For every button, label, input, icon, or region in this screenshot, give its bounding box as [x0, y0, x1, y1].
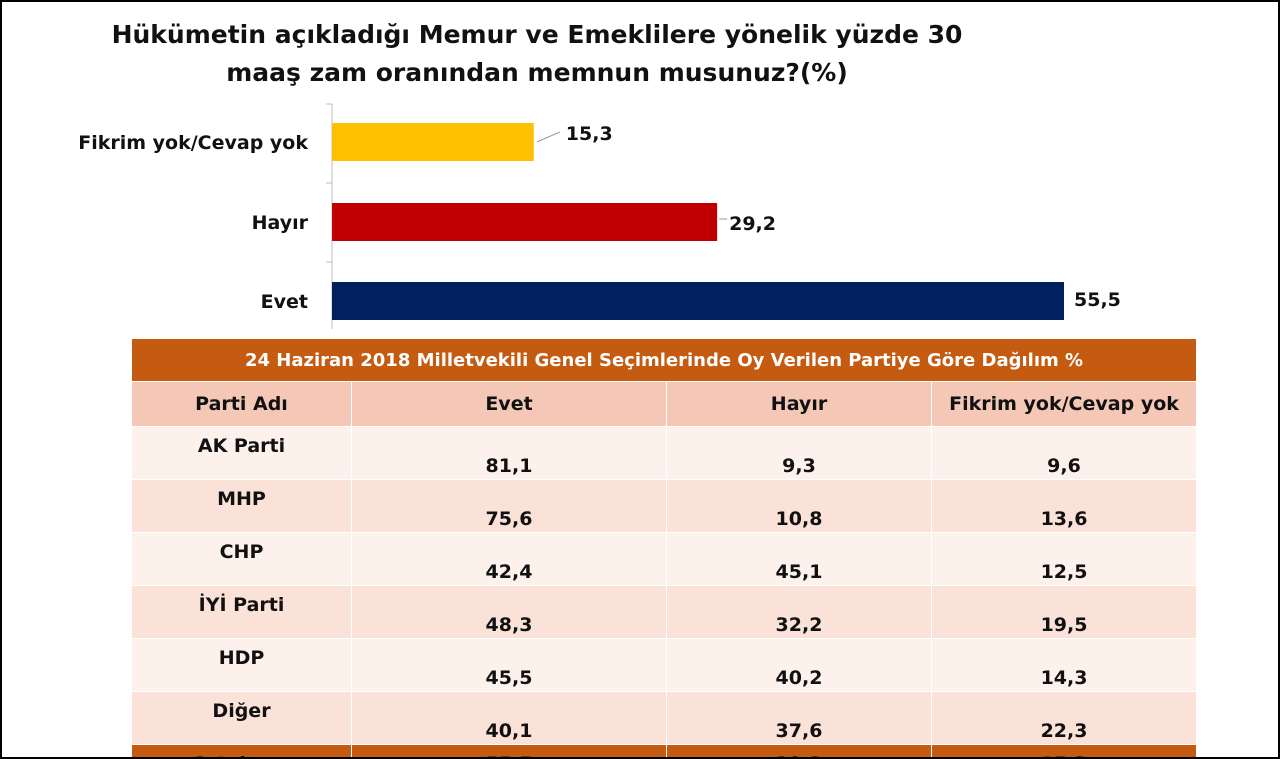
hayir-value: 9,3: [666, 426, 932, 480]
party-name: İYİ Parti: [131, 585, 352, 639]
fikrim-yok-value: 9,6: [930, 426, 1198, 480]
average-row: Ortalama 55,5 29,2 15,3: [131, 744, 1198, 757]
fikrim-yok-value: 22,3: [930, 691, 1198, 745]
column-header-fikrim-yok: Fikrim yok/Cevap yok: [930, 381, 1198, 427]
chart-title-line-2: maaş zam oranından memnun musunuz?(%): [226, 58, 848, 87]
fikrim-yok-value: 13,6: [930, 479, 1198, 533]
hayir-value: 32,2: [666, 585, 932, 639]
category-label: Hayır: [252, 212, 309, 234]
table-row: AK Parti 81,1 9,3 9,6: [131, 426, 1198, 480]
average-hayir: 29,2: [666, 744, 932, 757]
table-row: HDP 45,5 40,2 14,3: [131, 638, 1198, 692]
hayir-value: 37,6: [666, 691, 932, 745]
category-label: Fikrim yok/Cevap yok: [78, 132, 308, 154]
evet-value: 75,6: [351, 479, 667, 533]
table-row: Diğer 40,1 37,6 22,3: [131, 691, 1198, 745]
average-label: Ortalama: [131, 744, 352, 757]
bar-chart: Fikrim yok/Cevap yok 15,3 Hayır 29,2 Evet 55,…: [78, 103, 1121, 332]
column-header-party: Parti Adı: [131, 381, 352, 427]
data-label: 15,3: [566, 123, 613, 145]
party-name: HDP: [131, 638, 352, 692]
bar: [332, 123, 534, 161]
distribution-table-panel: 24 Haziran 2018 Milletvekili Genel Seçim…: [123, 329, 1204, 757]
party-name: Diğer: [131, 691, 352, 745]
category-label: Evet: [261, 291, 308, 313]
fikrim-yok-value: 19,5: [930, 585, 1198, 639]
column-header-hayir: Hayır: [666, 381, 932, 427]
evet-value: 81,1: [351, 426, 667, 480]
bar: [332, 203, 718, 241]
party-name: AK Parti: [131, 426, 352, 480]
chart-title: Hükümetin açıkladığı Memur ve Emeklilere…: [42, 16, 1032, 92]
average-evet: 55,5: [351, 744, 667, 757]
table-row: CHP 42,4 45,1 12,5: [131, 532, 1198, 586]
bar: [332, 282, 1064, 320]
table-row: MHP 75,6 10,8 13,6: [131, 479, 1198, 533]
fikrim-yok-value: 14,3: [930, 638, 1198, 692]
label-leader-line: [536, 131, 560, 143]
data-label: 55,5: [1074, 289, 1121, 311]
hayir-value: 10,8: [666, 479, 932, 533]
evet-value: 42,4: [351, 532, 667, 586]
data-label: 29,2: [729, 213, 776, 235]
evet-value: 45,5: [351, 638, 667, 692]
distribution-table: 24 Haziran 2018 Milletvekili Genel Seçim…: [130, 338, 1198, 757]
party-name: MHP: [131, 479, 352, 533]
column-header-evet: Evet: [351, 381, 667, 427]
table-caption: 24 Haziran 2018 Milletvekili Genel Seçim…: [130, 338, 1198, 382]
hayir-value: 45,1: [666, 532, 932, 586]
average-fikrim-yok: 15,3: [930, 744, 1198, 757]
evet-value: 40,1: [351, 691, 667, 745]
evet-value: 48,3: [351, 585, 667, 639]
fikrim-yok-value: 12,5: [930, 532, 1198, 586]
hayir-value: 40,2: [666, 638, 932, 692]
table-row: İYİ Parti 48,3 32,2 19,5: [131, 585, 1198, 639]
party-name: CHP: [131, 532, 352, 586]
chart-title-line-1: Hükümetin açıkladığı Memur ve Emeklilere…: [111, 20, 963, 49]
